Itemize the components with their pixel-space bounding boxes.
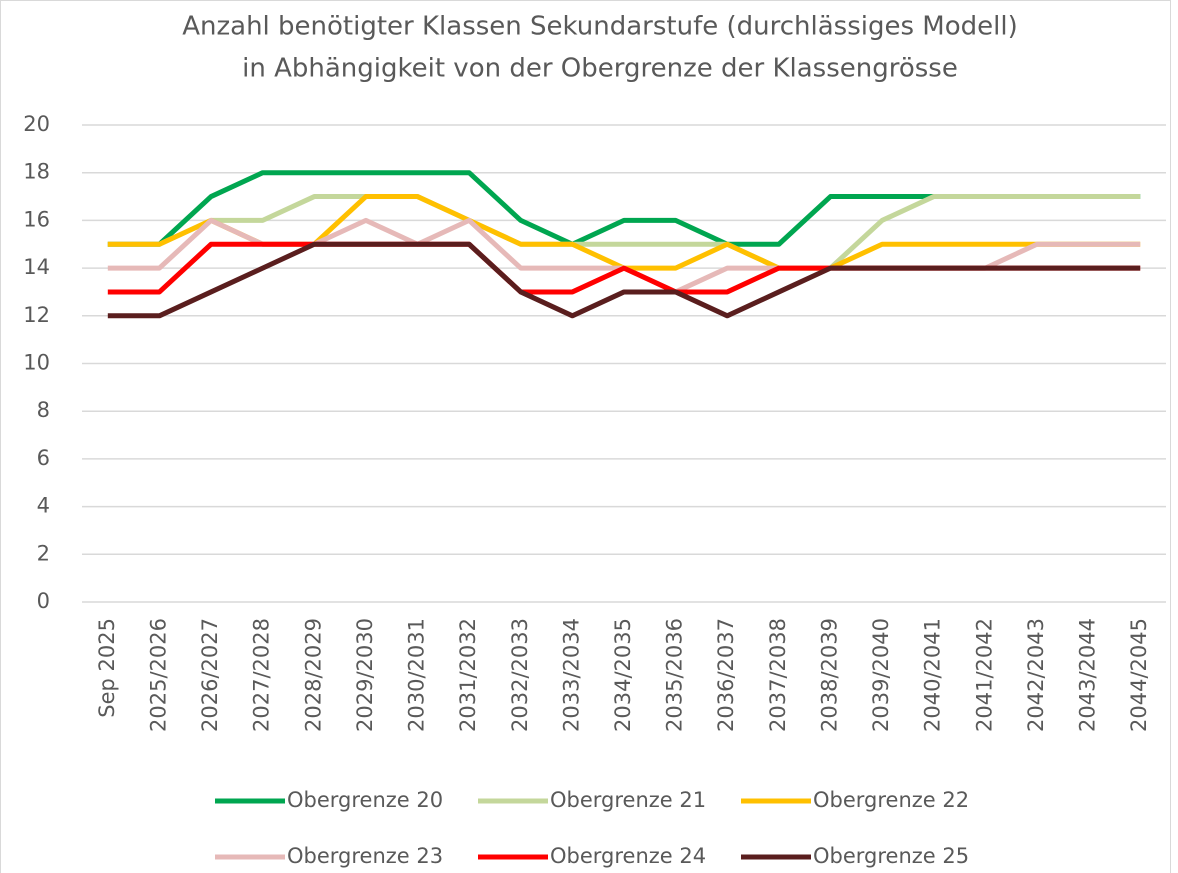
x-tick-label: 2034/2035 [611,618,635,732]
y-tick-label: 6 [37,446,50,470]
x-tick-label: 2044/2045 [1127,618,1151,732]
x-tick-label: 2032/2033 [508,618,532,732]
series-line [107,241,1141,319]
x-tick-label: 2041/2042 [972,618,996,732]
y-tick-label: 8 [37,398,50,422]
legend-label: Obergrenze 24 [550,844,706,868]
legend-label: Obergrenze 23 [287,844,443,868]
y-tick-label: 18 [23,160,50,184]
y-tick-label: 0 [37,589,50,613]
x-tick-label: 2043/2044 [1076,618,1100,732]
series-line [107,194,1141,271]
x-tick-label: 2030/2031 [405,618,429,732]
legend-label: Obergrenze 20 [287,788,443,812]
series-line [107,217,1141,295]
x-tick-label: 2037/2038 [766,618,790,732]
y-tick-label: 12 [23,303,50,327]
y-tick-label: 10 [23,351,50,375]
chart-title: Anzahl benötigter Klassen Sekundarstufe … [182,12,1018,42]
y-tick-label: 14 [23,255,50,279]
x-tick-label: 2033/2034 [559,618,583,732]
y-tick-label: 2 [37,541,50,565]
series-line [107,194,1141,271]
legend-label: Obergrenze 21 [550,788,706,812]
chart-title: in Abhängigkeit von der Obergrenze der K… [242,54,958,84]
legend-label: Obergrenze 25 [813,844,969,868]
x-tick-label: 2026/2027 [198,618,222,732]
x-tick-label: 2028/2029 [301,618,325,732]
x-tick-label: Sep 2025 [95,618,119,718]
x-tick-label: 2027/2028 [250,618,274,732]
x-tick-label: 2036/2037 [714,618,738,732]
y-tick-label: 4 [37,494,50,518]
legend-label: Obergrenze 22 [813,788,969,812]
x-tick-label: 2029/2030 [353,618,377,732]
y-tick-label: 16 [23,207,50,231]
x-tick-label: 2035/2036 [663,618,687,732]
x-tick-label: 2038/2039 [817,618,841,732]
x-tick-label: 2042/2043 [1024,618,1048,732]
x-tick-label: 2031/2032 [456,618,480,732]
series-line [107,170,1141,247]
x-tick-label: 2039/2040 [869,618,893,732]
x-tick-label: 2025/2026 [146,618,170,732]
x-tick-label: 2040/2041 [921,618,945,732]
y-tick-label: 20 [23,112,50,136]
